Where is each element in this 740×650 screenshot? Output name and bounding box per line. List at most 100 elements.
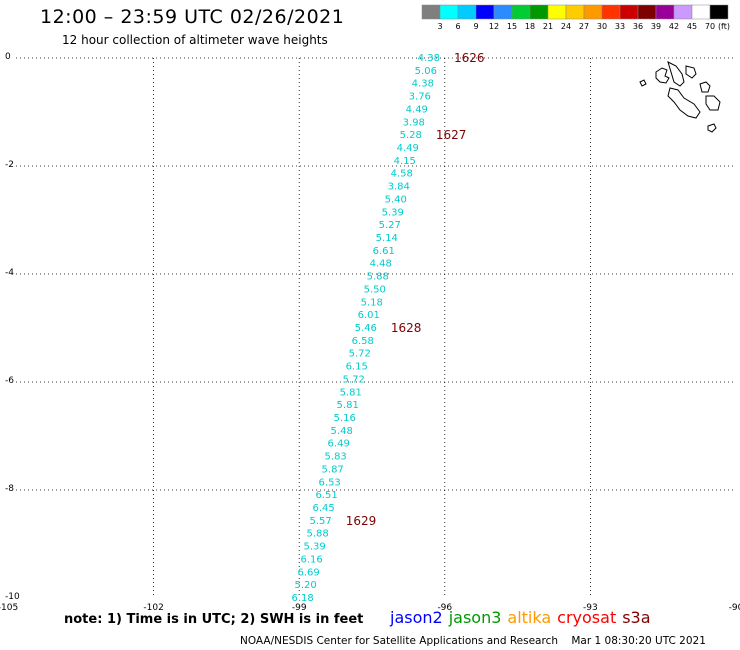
colorbar-tick-label: 21	[543, 22, 553, 31]
colorbar-tick-label: 30	[597, 22, 607, 31]
track-value-labels: 4.385.064.383.764.493.985.284.494.154.58…	[291, 53, 439, 604]
time-label: 1627	[436, 128, 467, 142]
y-tick-label: -2	[5, 160, 14, 170]
x-tick-label: -90	[729, 603, 740, 613]
colorbar-tick-label: 24	[561, 22, 571, 31]
wave-height-value: 4.49	[406, 104, 428, 115]
wave-height-value: 6.53	[319, 477, 341, 488]
colorbar-tick-label: 12	[489, 22, 499, 31]
x-tick-label: -102	[143, 603, 163, 613]
wave-height-value: 5.72	[349, 349, 371, 360]
wave-height-value: 6.16	[301, 554, 323, 565]
page-title: 12:00 – 23:59 UTC 02/26/2021	[40, 6, 345, 28]
wave-height-value: 5.81	[340, 387, 362, 398]
wave-height-value: 6.69	[298, 567, 320, 578]
color-swatch	[475, 4, 495, 20]
colorbar-tick-label: 33	[615, 22, 625, 31]
wave-height-value: 6.45	[313, 503, 335, 514]
color-swatch	[601, 4, 621, 20]
wave-height-value: 5.46	[355, 323, 377, 334]
wave-height-value: 5.06	[415, 66, 437, 77]
x-tick-label: -96	[437, 603, 452, 613]
satellite-legend-item: jason2	[390, 608, 443, 627]
wave-height-value: 4.48	[370, 259, 392, 270]
satellite-legend-item: s3a	[622, 608, 651, 627]
color-swatch	[421, 4, 441, 20]
color-swatch	[565, 4, 585, 20]
y-tick-label: -6	[5, 376, 14, 386]
page-subtitle: 12 hour collection of altimeter wave hei…	[62, 33, 328, 47]
wave-height-value: 5.88	[367, 272, 389, 283]
colorbar-tick-label: 27	[579, 22, 589, 31]
x-tick-label: -105	[0, 603, 18, 613]
wave-height-value: 3.84	[388, 182, 410, 193]
wave-height-value: 4.15	[394, 156, 416, 167]
color-swatch	[529, 4, 549, 20]
wave-height-value: 5.50	[364, 284, 386, 295]
wave-height-value: 5.48	[331, 426, 353, 437]
map-grid: -105 -102 -99 -96 -93 -90 0 -2 -4 -6 -8 -10	[0, 52, 740, 613]
wave-height-value: 6.18	[291, 593, 313, 604]
wave-height-value: 5.40	[385, 194, 407, 205]
color-swatch	[655, 4, 675, 20]
satellite-legend: jason2 jason3 altika cryosat s3a	[390, 608, 657, 627]
colorbar-unit: (ft)	[718, 22, 730, 31]
wave-height-value: 5.20	[294, 580, 316, 591]
track-time-labels: 1626 1627 1628 1629	[346, 51, 485, 528]
timestamp-text: Mar 1 08:30:20 UTC 2021	[571, 635, 706, 647]
colorbar-tick-label: 45	[687, 22, 697, 31]
time-label: 1629	[346, 514, 377, 528]
units-note: note: 1) Time is in UTC; 2) SWH is in fe…	[64, 612, 364, 627]
wave-height-value: 5.14	[376, 233, 398, 244]
wave-height-value: 5.81	[337, 400, 359, 411]
x-tick-label: -93	[583, 603, 598, 613]
color-swatch	[709, 4, 729, 20]
colorbar-tick-label: 18	[525, 22, 535, 31]
wave-height-value: 4.49	[397, 143, 419, 154]
time-label: 1628	[391, 321, 422, 335]
color-swatch	[493, 4, 513, 20]
wave-height-value: 4.58	[391, 169, 413, 180]
colorbar-tick-label: 9	[473, 22, 478, 31]
color-swatch	[457, 4, 477, 20]
y-tick-label: -4	[5, 268, 14, 278]
color-swatch	[439, 4, 459, 20]
color-swatch	[583, 4, 603, 20]
wave-height-value: 6.15	[346, 362, 368, 373]
wave-height-value: 6.61	[373, 246, 395, 257]
wave-height-value: 4.38	[418, 53, 440, 64]
galapagos-coastline	[639, 61, 721, 133]
satellite-legend-item: altika	[507, 608, 552, 627]
wave-height-value: 5.27	[379, 220, 401, 231]
color-swatch	[619, 4, 639, 20]
y-tick-label: 0	[5, 52, 11, 62]
wave-height-value: 3.76	[409, 92, 431, 103]
colorbar-tick-label: 42	[669, 22, 679, 31]
credit-footer: NOAA/NESDIS Center for Satellite Applica…	[240, 635, 706, 647]
color-swatch	[511, 4, 531, 20]
colorbar-tick-label: 3	[437, 22, 442, 31]
colorbar-tick-label: 39	[651, 22, 661, 31]
y-tick-label: -8	[5, 484, 14, 494]
wave-height-value: 5.39	[382, 207, 404, 218]
credit-text: NOAA/NESDIS Center for Satellite Applica…	[240, 635, 558, 647]
colorbar-tick-label: 6	[455, 22, 460, 31]
wave-height-value: 6.01	[358, 310, 380, 321]
wave-height-value: 5.39	[304, 542, 326, 553]
wave-height-value: 5.87	[322, 464, 344, 475]
wave-height-value: 5.16	[334, 413, 356, 424]
colorbar-tick-label: 15	[507, 22, 517, 31]
wave-height-value: 6.49	[328, 439, 350, 450]
satellite-legend-item: jason3	[448, 608, 502, 627]
wave-height-value: 4.38	[412, 79, 434, 90]
time-label: 1626	[454, 51, 485, 65]
color-swatch	[547, 4, 567, 20]
color-swatch	[637, 4, 657, 20]
satellite-legend-item: cryosat	[557, 608, 617, 627]
y-tick-label: -10	[5, 592, 20, 602]
wave-height-value: 3.98	[403, 117, 425, 128]
color-swatch	[673, 4, 693, 20]
color-swatch	[691, 4, 711, 20]
colorbar-tick-label: 70	[705, 22, 715, 31]
